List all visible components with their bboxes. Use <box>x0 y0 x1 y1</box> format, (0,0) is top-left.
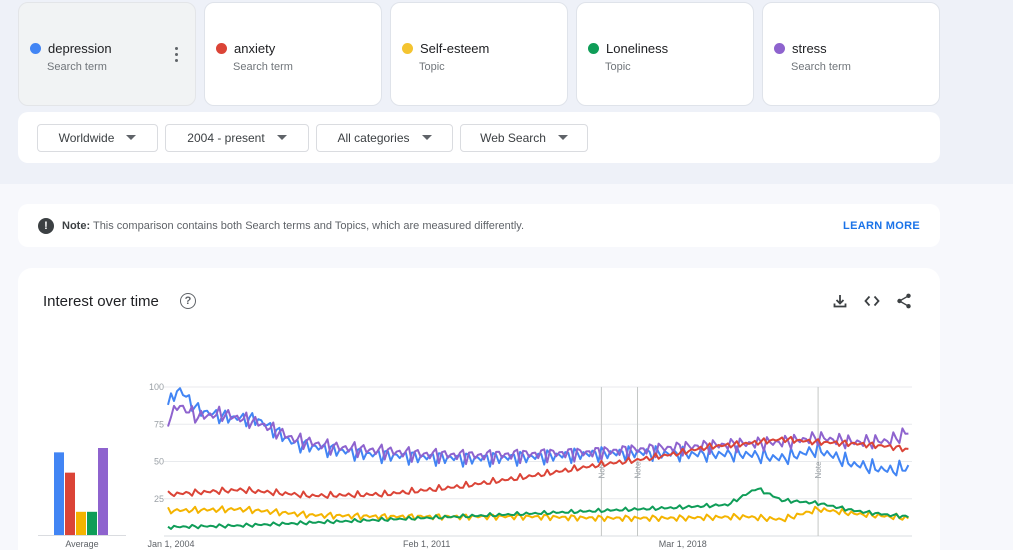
term-type: Topic <box>605 61 631 73</box>
region-filter-label: Worldwide <box>58 130 115 145</box>
self-esteem-color-dot <box>402 43 413 54</box>
chart-title: Interest over time <box>43 293 159 310</box>
filter-bar: Worldwide 2004 - present All categories … <box>18 112 940 163</box>
stress-color-dot <box>774 43 785 54</box>
term-name: Loneliness <box>606 41 669 56</box>
term-type: Search term <box>233 61 293 73</box>
region-filter[interactable]: Worldwide <box>37 123 158 152</box>
term-card-loneliness[interactable]: Loneliness Topic <box>576 2 754 106</box>
anxiety-color-dot <box>216 43 227 54</box>
caret-down-icon <box>557 135 568 140</box>
term-type: Search term <box>791 61 851 73</box>
term-card-depression[interactable]: depression Search term <box>18 2 196 106</box>
caret-down-icon <box>126 135 137 140</box>
comparison-note: ! Note: This comparison contains both Se… <box>18 204 940 247</box>
term-name: anxiety <box>234 41 276 56</box>
term-name: depression <box>48 41 112 56</box>
term-card-stress[interactable]: stress Search term <box>762 2 940 106</box>
property-filter[interactable]: Web Search <box>460 123 588 152</box>
term-type: Search term <box>47 61 107 73</box>
note-text: Note: This comparison contains both Sear… <box>62 220 524 232</box>
caret-down-icon <box>276 135 287 140</box>
loneliness-color-dot <box>588 43 599 54</box>
learn-more-link[interactable]: LEARN MORE <box>843 219 920 232</box>
info-icon: ! <box>38 217 54 234</box>
embed-icon[interactable] <box>863 292 881 310</box>
term-card-anxiety[interactable]: anxiety Search term <box>204 2 382 106</box>
term-name: Self-esteem <box>420 41 490 56</box>
download-icon[interactable] <box>831 292 849 310</box>
term-name: stress <box>792 41 827 56</box>
help-icon[interactable]: ? <box>180 293 196 309</box>
property-filter-label: Web Search <box>480 130 546 145</box>
share-icon[interactable] <box>895 292 913 310</box>
category-filter[interactable]: All categories <box>316 123 453 152</box>
depression-color-dot <box>30 43 41 54</box>
note-body: This comparison contains both Search ter… <box>92 219 525 232</box>
time-filter[interactable]: 2004 - present <box>165 123 309 152</box>
term-card-self-esteem[interactable]: Self-esteem Topic <box>390 2 568 106</box>
category-filter-label: All categories <box>337 130 410 145</box>
comparison-terms: depression Search term anxiety Search te… <box>18 2 940 106</box>
term-type: Topic <box>419 61 445 73</box>
note-label: Note: <box>62 219 91 232</box>
more-vert-icon[interactable] <box>175 47 179 62</box>
caret-down-icon <box>421 135 432 140</box>
time-filter-label: 2004 - present <box>187 130 265 145</box>
interest-over-time-card: Interest over time ? <box>18 268 940 550</box>
